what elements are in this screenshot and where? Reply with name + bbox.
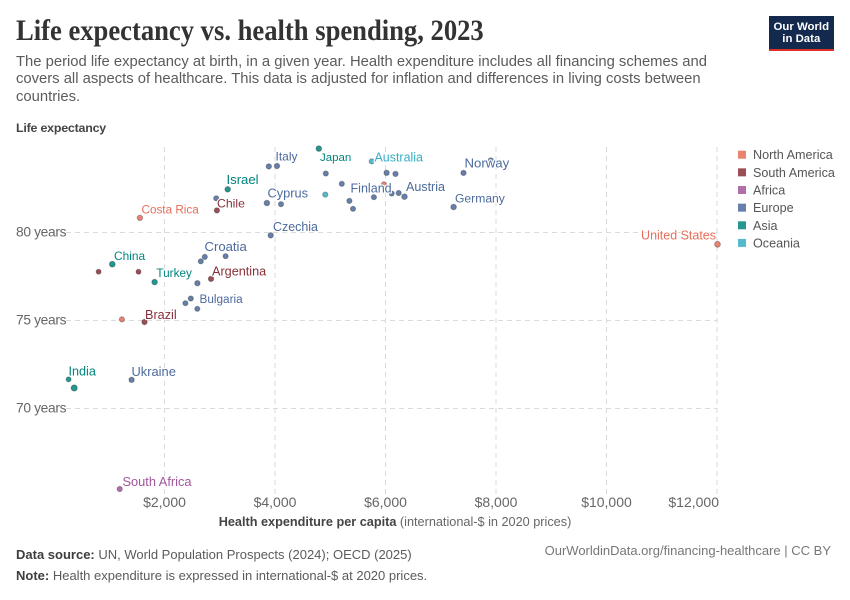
- svg-text:Health expenditure per capita: Health expenditure per capita (internati…: [219, 515, 572, 529]
- svg-text:$12,000: $12,000: [668, 494, 719, 510]
- svg-text:Oceania: Oceania: [753, 236, 800, 250]
- svg-text:North America: North America: [753, 148, 833, 162]
- svg-text:Czechia: Czechia: [273, 220, 318, 234]
- svg-text:Japan: Japan: [320, 152, 351, 164]
- svg-text:Austria: Austria: [406, 180, 445, 194]
- svg-text:Germany: Germany: [455, 192, 506, 206]
- svg-text:Cyprus: Cyprus: [268, 186, 309, 201]
- svg-text:Croatia: Croatia: [205, 239, 248, 254]
- svg-text:Finland: Finland: [351, 182, 392, 196]
- svg-text:Argentina: Argentina: [212, 265, 267, 279]
- svg-text:$2,000: $2,000: [143, 494, 186, 510]
- svg-text:$10,000: $10,000: [581, 494, 632, 510]
- svg-text:Brazil: Brazil: [145, 308, 177, 322]
- svg-text:Bulgaria: Bulgaria: [200, 293, 244, 306]
- svg-text:$6,000: $6,000: [364, 494, 407, 510]
- svg-text:South Africa: South Africa: [123, 474, 193, 489]
- svg-text:$8,000: $8,000: [475, 494, 518, 510]
- svg-text:India: India: [69, 365, 97, 379]
- svg-text:United States: United States: [641, 229, 716, 243]
- svg-text:$4,000: $4,000: [254, 494, 297, 510]
- svg-text:75 years: 75 years: [16, 312, 67, 327]
- svg-text:Ukraine: Ukraine: [132, 364, 176, 379]
- svg-text:South America: South America: [753, 166, 835, 180]
- svg-text:Asia: Asia: [753, 219, 778, 233]
- svg-text:China: China: [114, 249, 145, 263]
- svg-text:80 years: 80 years: [16, 224, 67, 239]
- svg-text:Chile: Chile: [217, 197, 245, 211]
- svg-text:Turkey: Turkey: [156, 267, 192, 280]
- svg-text:Australia: Australia: [375, 151, 424, 165]
- svg-text:Italy: Italy: [276, 150, 298, 164]
- svg-text:70 years: 70 years: [16, 400, 67, 415]
- svg-text:Norway: Norway: [465, 156, 510, 171]
- svg-text:Africa: Africa: [753, 184, 785, 198]
- svg-text:Europe: Europe: [753, 201, 794, 215]
- svg-text:Israel: Israel: [227, 172, 259, 187]
- svg-text:Costa Rica: Costa Rica: [142, 204, 200, 217]
